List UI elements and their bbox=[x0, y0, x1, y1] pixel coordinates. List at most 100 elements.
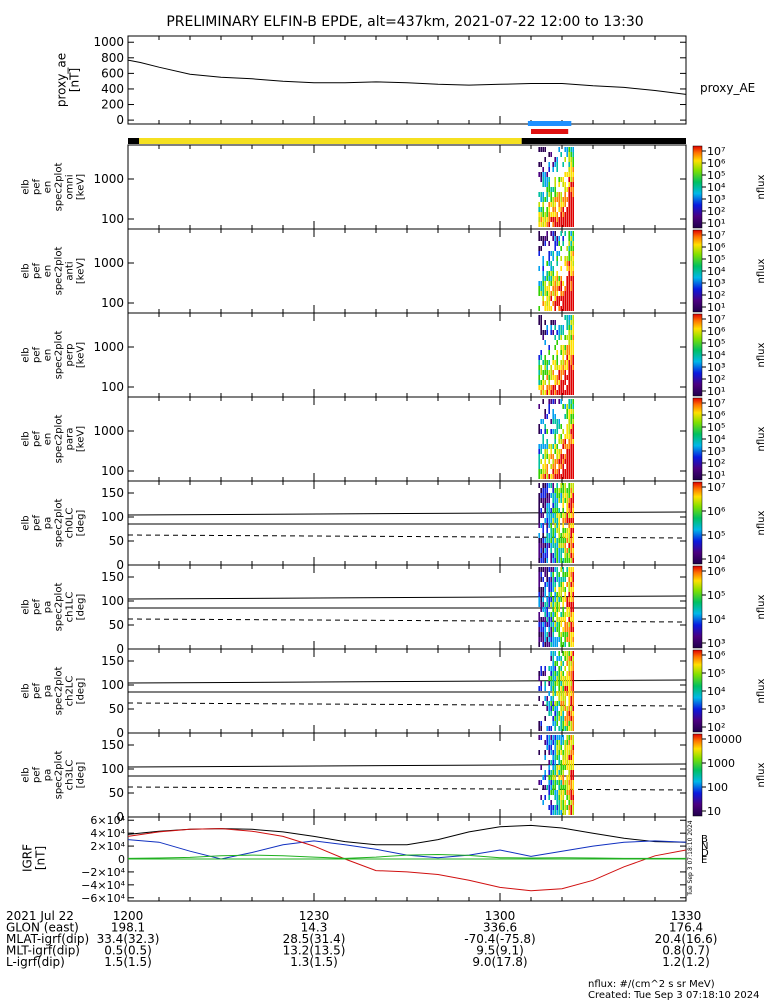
spectrogram-cell bbox=[568, 607, 570, 612]
spectrogram-cell bbox=[558, 760, 560, 765]
spectrogram-cell bbox=[556, 553, 558, 558]
colorbar-tick-label: 10⁵ bbox=[707, 337, 725, 350]
spectrogram-cell bbox=[542, 785, 544, 790]
spectrogram-cell bbox=[546, 172, 548, 177]
spectrogram-cell bbox=[550, 790, 552, 795]
spectrogram-cell bbox=[556, 572, 558, 577]
spectrogram-cell bbox=[572, 256, 574, 261]
spectrogram-cell bbox=[554, 612, 556, 617]
spectrogram-cell bbox=[554, 523, 556, 528]
spectrogram-cell bbox=[558, 335, 560, 340]
spectrogram-cell bbox=[570, 790, 572, 795]
spectrogram-cell bbox=[566, 207, 568, 212]
spectrogram-cell bbox=[572, 469, 574, 474]
spectrogram-cell bbox=[568, 755, 570, 760]
spectrogram-cell bbox=[572, 306, 574, 311]
spectrogram-cell bbox=[564, 147, 566, 152]
spectrogram-cell bbox=[572, 172, 574, 177]
spectrogram-cell bbox=[540, 330, 542, 335]
spectrogram-cell bbox=[564, 622, 566, 627]
spectrogram-cell bbox=[552, 553, 554, 558]
spectrogram-cell bbox=[548, 760, 550, 765]
spectrogram-cell bbox=[544, 785, 546, 790]
spectrogram-cell bbox=[558, 380, 560, 385]
spectrogram-cell bbox=[558, 488, 560, 493]
spectrogram-cell bbox=[566, 706, 568, 711]
ephemeris-value: 176.4 bbox=[669, 921, 703, 935]
spectrogram-cell bbox=[560, 780, 562, 785]
spectrogram-cell bbox=[558, 424, 560, 429]
y-tick-label: 100 bbox=[101, 594, 124, 608]
ephemeris-value: 1330 bbox=[671, 909, 702, 923]
spectrogram-cell bbox=[556, 355, 558, 360]
y-axis-label-line: anti bbox=[65, 261, 76, 280]
spectrogram-cell bbox=[538, 602, 540, 607]
spectrogram-cell bbox=[560, 637, 562, 642]
spectrogram-cell bbox=[570, 622, 572, 627]
spectrogram-cell bbox=[548, 518, 550, 523]
spectrogram-cell bbox=[546, 582, 548, 587]
spectrogram-cell bbox=[570, 498, 572, 503]
spectrogram-cell bbox=[538, 538, 540, 543]
colorbar-tick-label: 10⁶ bbox=[707, 649, 726, 662]
spectrogram-cell bbox=[554, 320, 556, 325]
spectrogram-cell bbox=[546, 365, 548, 370]
spectrogram-cell bbox=[550, 745, 552, 750]
spectrogram-cell bbox=[556, 474, 558, 479]
spectrogram-cell bbox=[572, 627, 574, 632]
spectrogram-cell bbox=[554, 740, 556, 745]
spectrogram-cell bbox=[566, 533, 568, 538]
spectrogram-cell bbox=[566, 632, 568, 637]
spectrogram-cell bbox=[546, 577, 548, 582]
spectrogram-cell bbox=[560, 548, 562, 553]
spectrogram-cell bbox=[572, 760, 574, 765]
spectrogram-cell bbox=[548, 207, 550, 212]
spectrogram-cell bbox=[558, 474, 560, 479]
spectrogram-cell bbox=[542, 335, 544, 340]
spectrogram-cell bbox=[572, 474, 574, 479]
spectrogram-cell bbox=[542, 192, 544, 197]
spectrogram-cell bbox=[568, 770, 570, 775]
spectrogram-cell bbox=[548, 212, 550, 217]
spectrogram-cell bbox=[572, 503, 574, 508]
spectrogram-cell bbox=[552, 785, 554, 790]
spectrogram-cell bbox=[562, 706, 564, 711]
spectrogram-cell bbox=[556, 671, 558, 676]
spectrogram-cell bbox=[554, 449, 556, 454]
spectrogram-cell bbox=[572, 251, 574, 256]
spectrogram-cell bbox=[542, 375, 544, 380]
spectrogram-cell bbox=[554, 597, 556, 602]
spectrogram-cell bbox=[546, 518, 548, 523]
igrf-legend-E: E bbox=[701, 855, 707, 866]
spectrogram-cell bbox=[572, 365, 574, 370]
spectrogram-cell bbox=[558, 755, 560, 760]
spectrogram-cell bbox=[570, 617, 572, 622]
spectrogram-cell bbox=[568, 810, 570, 815]
spectrogram-cell bbox=[562, 207, 564, 212]
spectrogram-cell bbox=[568, 370, 570, 375]
spectrogram-cell bbox=[558, 276, 560, 281]
spectrogram-cell bbox=[568, 325, 570, 330]
spectrogram-cell bbox=[548, 805, 550, 810]
igrf-panel: 6×10⁴4×10⁴2×10⁴0−2×10⁴−4×10⁴−6×10⁴BNDEIG… bbox=[21, 814, 710, 905]
spectrogram-cell bbox=[544, 770, 546, 775]
spectrogram-cell bbox=[550, 548, 552, 553]
spectrogram-cell bbox=[564, 716, 566, 721]
spectrogram-cell bbox=[556, 212, 558, 217]
spectrogram-cell bbox=[538, 627, 540, 632]
spectrogram-cell bbox=[556, 444, 558, 449]
anti-loss-cone-line bbox=[127, 702, 687, 707]
spectrogram-cell bbox=[566, 147, 568, 152]
spectrogram-cell bbox=[550, 701, 552, 706]
spectrogram-cell bbox=[568, 459, 570, 464]
spectrogram-cell bbox=[562, 770, 564, 775]
spectrogram-cell bbox=[540, 246, 542, 251]
spectrogram-cell bbox=[566, 518, 568, 523]
spectrogram-cell bbox=[564, 577, 566, 582]
spectrogram-cell bbox=[562, 602, 564, 607]
y-axis-label-line: pa bbox=[43, 601, 54, 613]
spectrogram-cell bbox=[570, 301, 572, 306]
spectrogram-cell bbox=[572, 434, 574, 439]
